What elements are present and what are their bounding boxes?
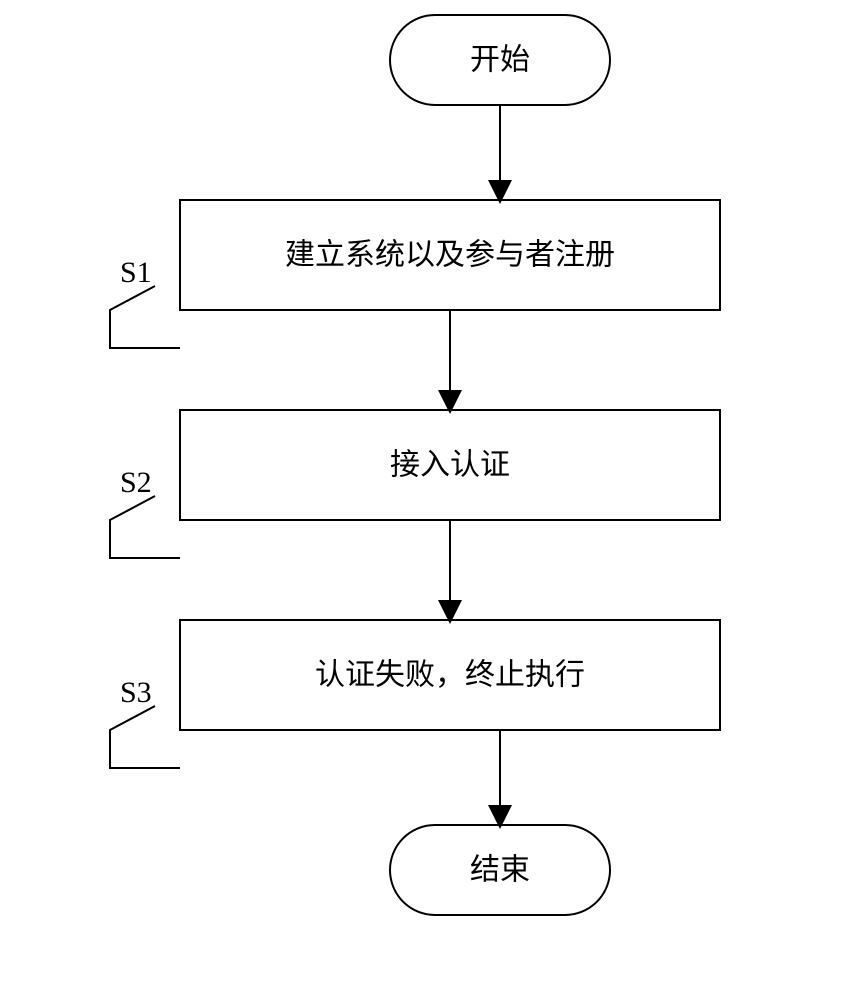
s2-step-bracket	[110, 496, 180, 558]
s1-label: 建立系统以及参与者注册	[285, 239, 615, 272]
s2-label: 接入认证	[390, 449, 510, 482]
s2-step-label: S2	[120, 466, 152, 499]
s3-label: 认证失败，终止执行	[315, 659, 585, 692]
end-label: 结束	[470, 854, 530, 887]
start-label: 开始	[470, 44, 530, 77]
s1-step-bracket	[110, 286, 180, 348]
flowchart-canvas: 开始 S1 建立系统以及参与者注册 S2 接入认证 S3 认证失败，终止执行结束	[0, 0, 862, 1000]
s1-step-label: S1	[120, 256, 152, 289]
s3-step-bracket	[110, 706, 180, 768]
s3-step-label: S3	[120, 676, 152, 709]
